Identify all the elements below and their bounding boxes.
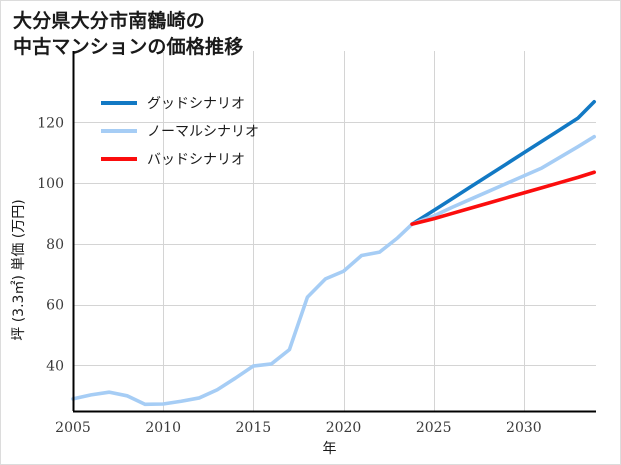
axis-layer [72, 51, 596, 413]
legend-label: ノーマルシナリオ [147, 124, 259, 140]
legend-item[interactable]: バッドシナリオ [101, 152, 245, 168]
gridlines-layer [73, 51, 596, 411]
legend-label: グッドシナリオ [147, 96, 245, 112]
y-tick-label: 100 [37, 176, 64, 192]
y-tick-label: 80 [46, 237, 64, 253]
x-tick-label: 2030 [506, 420, 542, 436]
legend-item[interactable]: ノーマルシナリオ [101, 124, 259, 140]
legend-label: バッドシナリオ [147, 152, 245, 168]
series-line-normal [71, 134, 596, 407]
series-layer [71, 99, 596, 407]
page-title: 大分県大分市南鶴崎の 中古マンションの価格推移 [13, 10, 244, 58]
x-tick-label: 2005 [55, 420, 91, 436]
x-axis-title: 年 [323, 441, 337, 457]
x-tick-label: 2025 [416, 420, 452, 436]
x-tick-label: 2010 [145, 420, 181, 436]
axis-titles-layer: 年 坪 (3.3㎡) 単価 (万円) [11, 199, 337, 457]
y-tick-label: 120 [37, 115, 64, 131]
y-tick-label: 60 [46, 298, 64, 314]
y-axis-title: 坪 (3.3㎡) 単価 (万円) [11, 199, 27, 340]
x-tick-label: 2020 [326, 420, 362, 436]
legend-item[interactable]: グッドシナリオ [101, 96, 245, 112]
series-line-good [410, 99, 596, 226]
series-line-bad [410, 170, 596, 226]
y-tick-label: 40 [46, 358, 64, 374]
x-tick-label: 2015 [236, 420, 272, 436]
tick-labels-layer: 40 60 80 100 120 2005 2010 2015 2020 2025 2030 [37, 115, 541, 436]
